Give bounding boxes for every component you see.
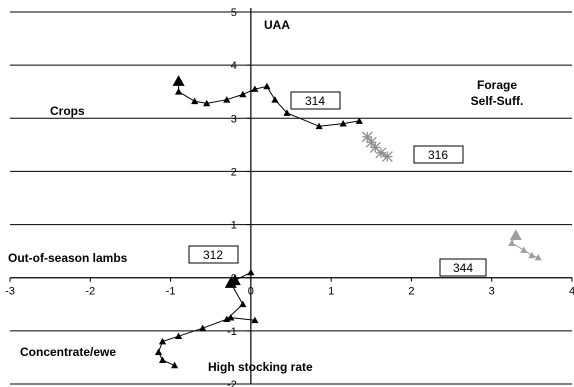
- point-344-4: [534, 253, 542, 261]
- label-box-344: 344: [439, 258, 487, 277]
- point-316-0: [361, 131, 373, 143]
- y-tick-label-3: 3: [231, 113, 237, 125]
- x-tick-label--3: -3: [5, 286, 15, 298]
- point-314-1: [175, 88, 183, 95]
- gridlines: [10, 11, 572, 385]
- series-line-312b: [230, 317, 255, 321]
- y-tick-label--1: -1: [227, 326, 237, 338]
- annotation-forage: Forage: [477, 78, 517, 92]
- x-tick-label--1: -1: [166, 286, 176, 298]
- point-312-2: [224, 277, 237, 288]
- point-312-9: [158, 356, 167, 363]
- point-344-0: [509, 229, 522, 240]
- annotation-out-of-season-lambs: Out-of-season lambs: [8, 251, 128, 265]
- point-344-2: [520, 246, 528, 253]
- label-box-312: 312: [188, 245, 239, 264]
- label-box-316: 316: [413, 145, 464, 164]
- y-tick-label--2: -2: [227, 379, 237, 387]
- annotation-concentrate-ewe: Concentrate/ewe: [20, 345, 116, 359]
- label-344: 344: [453, 261, 473, 275]
- annotation-crops: Crops: [50, 104, 85, 118]
- point-316-4: [381, 151, 393, 163]
- x-tick-label-0: 0: [248, 286, 254, 298]
- axes: [9, 8, 573, 385]
- point-312-5: [199, 324, 207, 332]
- x-tick-label-2: 2: [408, 286, 414, 298]
- boxed-labels: 314 316 312 344: [188, 91, 487, 277]
- point-312-3: [239, 300, 247, 308]
- annotations: UAA Crops Forage Self-Suff. Out-of-seaso…: [8, 18, 523, 374]
- point-314-10: [315, 122, 323, 130]
- y-tick-label-4: 4: [231, 60, 237, 72]
- x-tick-label--2: -2: [85, 286, 95, 298]
- label-312: 312: [203, 248, 223, 262]
- point-314-3: [203, 99, 211, 107]
- point-312-0: [247, 268, 255, 276]
- x-tick-label-4: 4: [569, 286, 574, 298]
- point-314-5: [239, 90, 247, 98]
- point-344-1: [508, 239, 516, 247]
- point-344-3: [528, 251, 536, 259]
- point-314-0: [172, 75, 185, 86]
- point-312b-0: [227, 313, 235, 321]
- y-tick-label-5: 5: [231, 7, 237, 19]
- point-314-12: [355, 117, 363, 124]
- point-312b-1: [251, 316, 259, 324]
- point-314-11: [339, 120, 347, 127]
- point-312-10: [170, 361, 179, 369]
- annotation-self-suff: Self-Suff.: [471, 94, 524, 108]
- point-314-6: [251, 85, 259, 92]
- point-316-1: [365, 136, 377, 148]
- point-314-4: [223, 96, 231, 103]
- x-tick-label-1: 1: [328, 286, 334, 298]
- label-box-314: 314: [290, 91, 341, 110]
- annotation-high-stocking-rate: High stocking rate: [208, 360, 313, 374]
- series-points: [154, 75, 542, 369]
- point-314-8: [271, 96, 279, 103]
- y-tick-label-2: 2: [231, 166, 237, 178]
- x-tick-labels: -3 -2 -1 0 1 2 3 4: [5, 286, 574, 298]
- label-316: 316: [428, 148, 448, 162]
- label-314: 314: [305, 94, 325, 108]
- annotation-uaa: UAA: [264, 18, 290, 32]
- point-314-9: [283, 109, 291, 116]
- point-314-2: [191, 97, 199, 105]
- y-tick-label-1: 1: [231, 220, 237, 232]
- point-312-6: [175, 332, 183, 340]
- point-312-7: [158, 337, 167, 345]
- point-314-7: [263, 82, 271, 90]
- x-tick-label-3: 3: [489, 286, 495, 298]
- point-312-8: [154, 348, 163, 355]
